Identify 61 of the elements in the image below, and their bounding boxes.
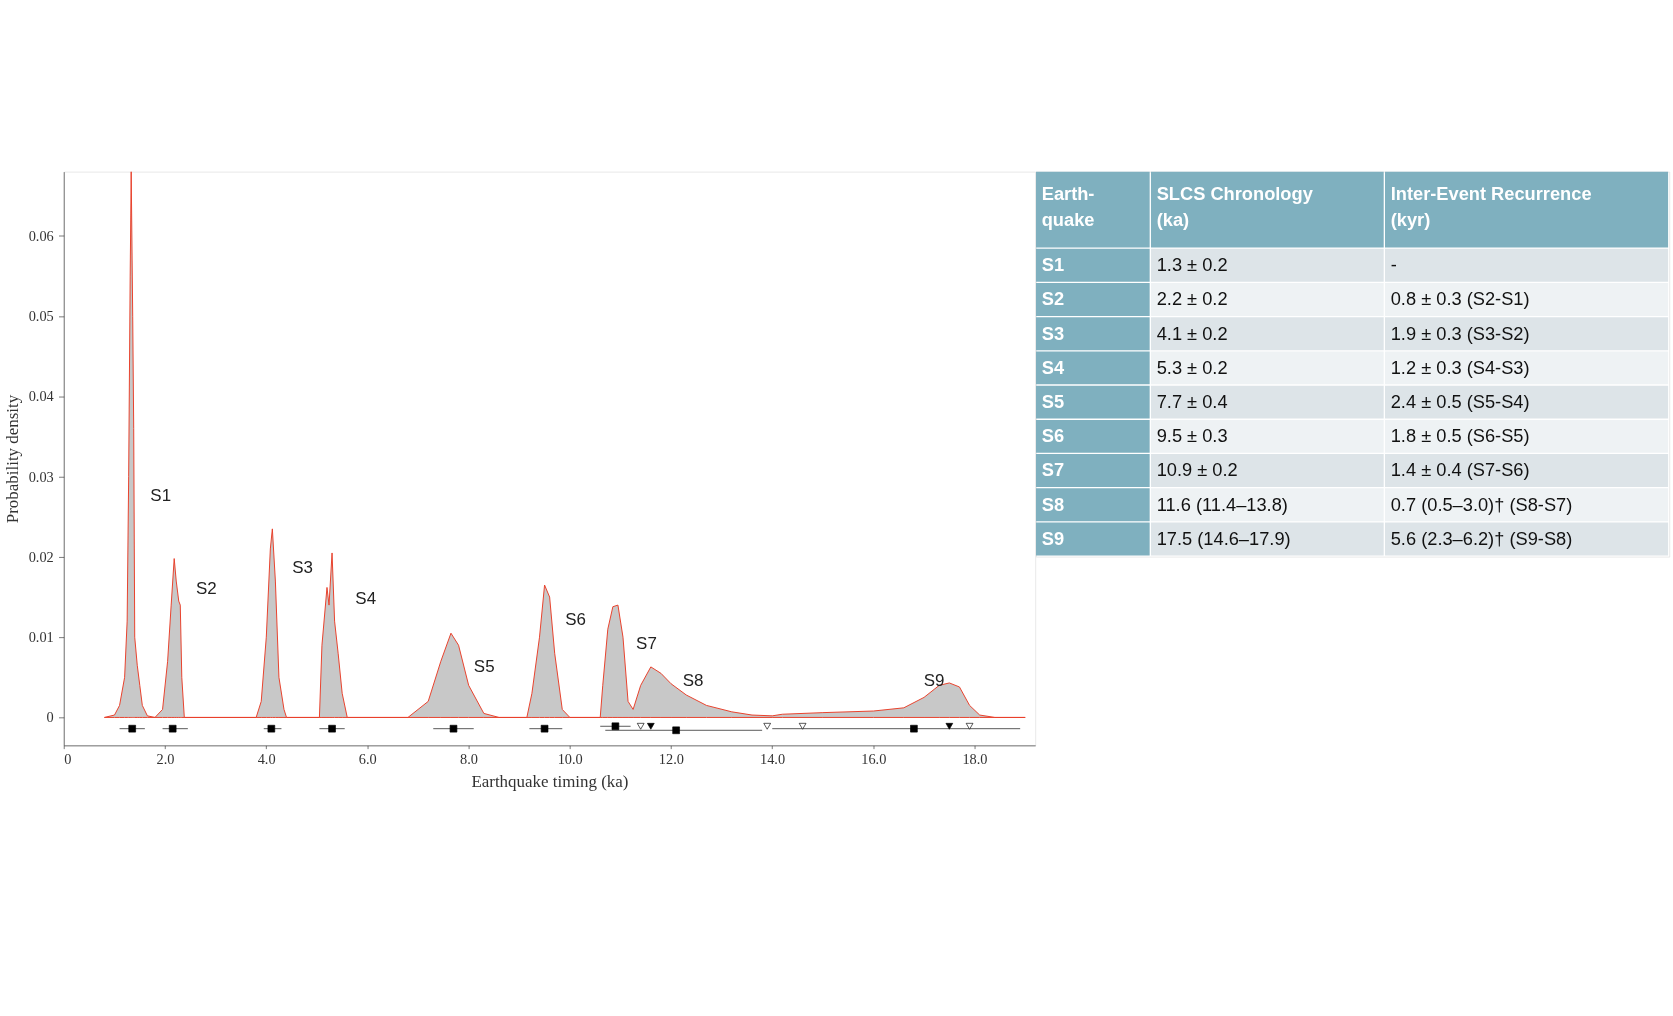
annotation: S9: [923, 671, 945, 691]
text: S6: [1041, 425, 1065, 447]
category-label: (kyr): [1390, 209, 1431, 231]
category-label: Earth-: [1041, 183, 1095, 205]
annotation: S7: [636, 634, 657, 654]
annotation: S8: [682, 671, 704, 691]
category-label: (ka): [1156, 209, 1190, 231]
text: 7.7 ± 0.4: [1156, 390, 1228, 412]
text: 1.2 ± 0.3 (S4-S3): [1390, 356, 1530, 378]
x-tick-label: 14.0: [760, 751, 786, 768]
y-tick-label: 0.02: [28, 548, 54, 565]
category-label: Inter-Event Recurrence: [1390, 183, 1592, 205]
x-tick-label: 2.0: [156, 751, 175, 768]
x-tick-label: 4.0: [257, 751, 276, 768]
y-tick-label: 0: [46, 709, 54, 726]
y-tick-label: 0.03: [28, 468, 54, 485]
text: -: [1390, 254, 1397, 276]
text: 10.9 ± 0.2: [1156, 459, 1238, 481]
text: 5.3 ± 0.2: [1156, 356, 1228, 378]
annotation: S4: [355, 589, 377, 609]
x-tick-label: 10.0: [557, 751, 583, 768]
text: 11.6 (11.4–13.8): [1156, 493, 1288, 515]
text: 0.8 ± 0.3 (S2-S1): [1390, 288, 1530, 310]
category-label: SLCS Chronology: [1156, 183, 1313, 205]
annotation: S2: [196, 578, 217, 598]
text: 9.5 ± 0.3: [1156, 425, 1228, 447]
text: S8: [1041, 493, 1065, 515]
y-tick-label: 0.04: [28, 388, 54, 405]
text: S3: [1041, 322, 1065, 344]
text: 1.3 ± 0.2: [1156, 254, 1228, 276]
text: S7: [1041, 459, 1065, 481]
text: 1.8 ± 0.5 (S6-S5): [1390, 425, 1530, 447]
text: 17.5 (14.6–17.9): [1156, 527, 1291, 549]
x-tick-label: 6.0: [358, 751, 377, 768]
x-axis-title: Earthquake timing (ka): [471, 771, 629, 791]
annotation: S6: [565, 609, 586, 629]
y-tick-label: 0.01: [28, 629, 54, 646]
annotation: S1: [150, 486, 172, 506]
x-tick-label: 18.0: [962, 751, 988, 768]
text: 2.4 ± 0.5 (S5-S4): [1390, 390, 1530, 412]
annotation: S3: [292, 557, 313, 577]
text: S2: [1041, 288, 1065, 310]
x-tick-label: 12.0: [658, 751, 684, 768]
y-tick-label: 0.05: [28, 308, 54, 325]
text: 0.7 (0.5–3.0)† (S8-S7): [1390, 493, 1573, 515]
text: 4.1 ± 0.2: [1156, 322, 1228, 344]
text: 5.6 (2.3–6.2)† (S9-S8): [1390, 527, 1573, 549]
y-tick-label: 0.06: [28, 227, 54, 244]
category-label: quake: [1041, 209, 1095, 231]
text: S9: [1041, 527, 1065, 549]
text: S4: [1041, 356, 1065, 378]
text: 2.2 ± 0.2: [1156, 288, 1228, 310]
text: S1: [1041, 254, 1065, 276]
text: 1.4 ± 0.4 (S7-S6): [1390, 459, 1530, 481]
text: S5: [1041, 390, 1065, 412]
y-axis-title: Probability density: [2, 394, 22, 524]
annotation: S5: [473, 656, 495, 676]
x-tick-label: 8.0: [460, 751, 478, 768]
text: 1.9 ± 0.3 (S3-S2): [1390, 322, 1530, 344]
x-tick-label: 0: [64, 751, 72, 768]
x-tick-label: 16.0: [861, 751, 887, 768]
